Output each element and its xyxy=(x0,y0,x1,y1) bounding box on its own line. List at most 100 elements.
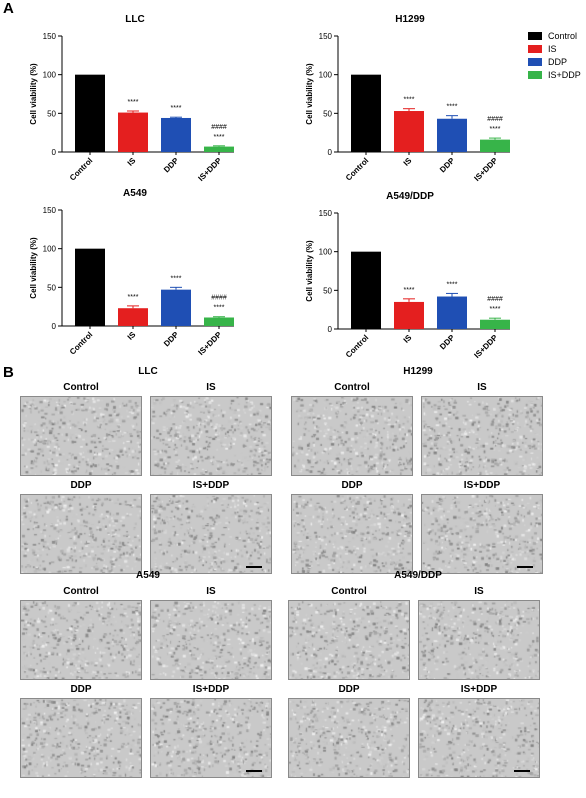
y-tick-label: 150 xyxy=(43,206,57,215)
x-tick-label: IS xyxy=(126,330,138,342)
x-tick-label: Control xyxy=(68,330,94,356)
bar xyxy=(394,301,424,329)
significance-mark: **** xyxy=(171,275,182,282)
significance-mark: **** xyxy=(447,281,458,288)
micrograph-condition-label: Control xyxy=(63,586,99,597)
micrograph-condition-label: IS xyxy=(206,382,216,393)
significance-mark: **** xyxy=(404,287,415,294)
bar xyxy=(118,308,148,326)
micrograph-image xyxy=(150,396,272,476)
y-tick-label: 100 xyxy=(43,245,57,254)
y-tick-label: 50 xyxy=(323,109,332,118)
micrograph-image xyxy=(150,494,272,574)
x-tick-label: IS+DDP xyxy=(196,330,223,357)
y-tick-label: 0 xyxy=(52,148,57,157)
micrograph-cell-line-title: A549/DDP xyxy=(394,570,442,581)
panel-label-a: A xyxy=(3,0,14,17)
micrograph-condition-label: DDP xyxy=(70,684,92,695)
y-tick-label: 150 xyxy=(319,209,333,218)
bar xyxy=(351,251,381,329)
micrograph-image xyxy=(288,600,410,680)
micrograph-image xyxy=(291,494,413,574)
micrograph-image xyxy=(150,698,272,778)
y-tick-label: 150 xyxy=(43,32,57,41)
y-tick-label: 100 xyxy=(319,248,333,257)
x-tick-label: DDP xyxy=(162,330,181,349)
micrograph-condition-label: IS xyxy=(474,586,484,597)
bar xyxy=(351,74,381,152)
micrograph-condition-label: IS xyxy=(477,382,487,393)
significance-mark: **** xyxy=(128,99,139,106)
y-tick-label: 100 xyxy=(319,71,333,80)
x-tick-label: IS xyxy=(402,156,414,168)
legend-swatch xyxy=(528,58,542,66)
legend-swatch xyxy=(528,71,542,79)
scale-bar xyxy=(514,770,530,772)
micrograph-image xyxy=(418,600,540,680)
micrograph-image xyxy=(291,396,413,476)
micrograph-image xyxy=(421,494,543,574)
significance-mark: #### xyxy=(487,116,503,123)
micrograph-cell-line-title: LLC xyxy=(138,366,158,377)
micrograph-image xyxy=(421,396,543,476)
significance-mark: **** xyxy=(404,97,415,104)
legend-label: IS xyxy=(548,44,557,54)
x-tick-label: Control xyxy=(68,156,94,182)
y-tick-label: 0 xyxy=(328,325,333,334)
significance-mark: **** xyxy=(214,134,225,141)
bar xyxy=(480,139,510,152)
micrograph-image xyxy=(20,698,142,778)
x-tick-label: IS+DDP xyxy=(472,156,499,183)
micrograph-cell-line-title: A549 xyxy=(136,570,160,581)
significance-mark: **** xyxy=(128,294,139,301)
legend-swatch xyxy=(528,32,542,40)
micrograph-condition-label: IS+DDP xyxy=(463,480,501,491)
y-axis-label: Cell viability (%) xyxy=(305,240,314,302)
scale-bar xyxy=(246,566,262,568)
x-tick-label: IS+DDP xyxy=(196,156,223,183)
bar-charts-figure: LLC 0 50 100 150 Cell viability (%) Control ***… xyxy=(29,14,581,360)
y-axis-label: Cell viability (%) xyxy=(29,63,38,125)
x-tick-label: IS xyxy=(402,333,414,345)
x-tick-label: DDP xyxy=(438,333,457,352)
bar xyxy=(161,289,191,326)
legend-label: IS+DDP xyxy=(548,70,581,80)
x-tick-label: Control xyxy=(344,333,370,359)
bar xyxy=(204,317,234,326)
bar xyxy=(480,319,510,329)
micrograph-condition-label: IS+DDP xyxy=(192,480,230,491)
bar xyxy=(437,296,467,329)
legend-label: Control xyxy=(548,31,577,41)
significance-mark: **** xyxy=(490,306,501,313)
bar xyxy=(204,146,234,152)
micrograph-image xyxy=(20,600,142,680)
micrograph-cell-line-title: H1299 xyxy=(403,366,433,377)
micrograph-image xyxy=(20,396,142,476)
legend-swatch xyxy=(528,45,542,53)
bar xyxy=(161,117,191,152)
significance-mark: **** xyxy=(214,305,225,312)
micrograph-condition-label: DDP xyxy=(70,480,92,491)
chart-title: A549 xyxy=(123,188,147,199)
x-tick-label: IS xyxy=(126,156,138,168)
micrograph-condition-label: IS xyxy=(206,586,216,597)
micrograph-condition-label: Control xyxy=(331,586,367,597)
micrograph-image xyxy=(20,494,142,574)
bar xyxy=(118,112,148,152)
x-tick-label: DDP xyxy=(438,156,457,175)
chart-title: H1299 xyxy=(395,14,425,25)
x-tick-label: Control xyxy=(344,156,370,182)
significance-mark: **** xyxy=(171,105,182,112)
micrograph-condition-label: DDP xyxy=(341,480,363,491)
y-tick-label: 50 xyxy=(323,286,332,295)
chart-title: A549/DDP xyxy=(386,191,434,202)
x-tick-label: IS+DDP xyxy=(472,333,499,360)
micrograph-condition-label: IS+DDP xyxy=(192,684,230,695)
micrograph-image xyxy=(150,600,272,680)
y-tick-label: 100 xyxy=(43,71,57,80)
bar xyxy=(437,118,467,152)
y-axis-label: Cell viability (%) xyxy=(29,237,38,299)
scale-bar xyxy=(517,566,533,568)
micrograph-condition-label: IS+DDP xyxy=(460,684,498,695)
significance-mark: #### xyxy=(487,296,503,303)
